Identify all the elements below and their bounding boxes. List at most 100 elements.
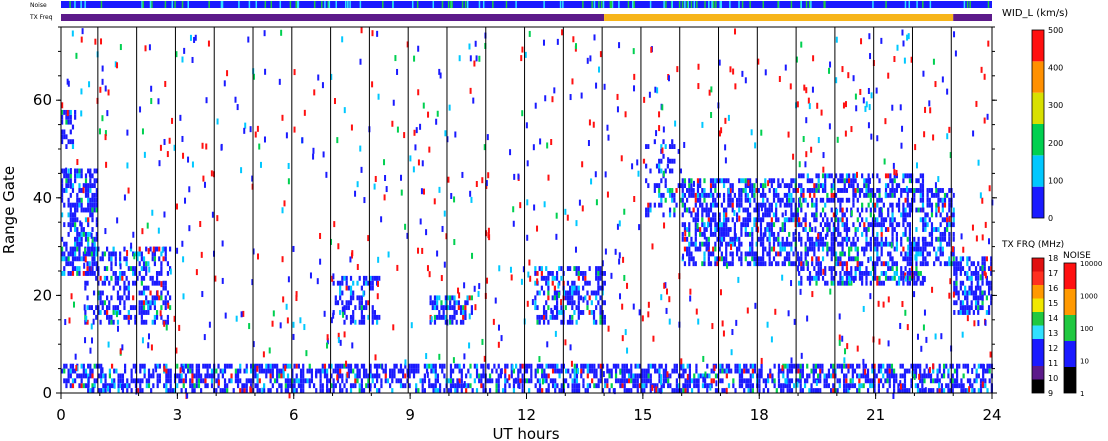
echo-cell xyxy=(645,163,648,169)
echo-cell xyxy=(891,212,894,218)
echo-cell xyxy=(88,246,91,252)
echo-cell xyxy=(952,207,955,213)
echo-cell xyxy=(597,271,600,276)
echo-cell xyxy=(339,290,342,296)
echo-cell xyxy=(69,222,72,228)
scatter-point xyxy=(202,175,205,182)
echo-cell xyxy=(686,378,689,384)
echo-cell xyxy=(853,383,857,389)
scatter-point xyxy=(413,55,416,62)
echo-cell xyxy=(828,246,831,252)
scatter-point xyxy=(360,27,363,34)
echo-cell xyxy=(785,202,789,208)
echo-cell xyxy=(910,363,913,369)
scatter-point xyxy=(427,111,430,118)
noise-spike xyxy=(872,1,874,8)
scatter-point xyxy=(461,171,464,178)
echo-cell xyxy=(92,290,96,296)
scatter-point xyxy=(641,315,644,322)
echo-cell xyxy=(877,383,880,389)
scatter-point xyxy=(981,197,984,204)
echo-cell xyxy=(147,383,151,389)
echo-cell xyxy=(573,290,576,296)
scatter-point xyxy=(836,208,839,215)
scatter-point xyxy=(101,65,104,72)
echo-cell xyxy=(854,256,857,262)
scatter-point xyxy=(486,277,489,284)
echo-cell xyxy=(869,256,872,262)
echo-cell xyxy=(913,236,916,242)
echo-cell xyxy=(955,256,958,262)
scatter-point xyxy=(477,290,480,297)
echo-cell xyxy=(725,251,728,257)
echo-cell xyxy=(276,368,279,374)
echo-cell xyxy=(721,388,724,393)
scatter-point xyxy=(100,38,103,45)
noise-spike xyxy=(164,1,167,8)
echo-cell xyxy=(876,246,879,252)
scatter-point xyxy=(588,119,591,126)
echo-cell xyxy=(534,271,537,276)
echo-cell xyxy=(919,246,922,252)
echo-cell xyxy=(769,373,772,379)
scatter-point xyxy=(236,104,239,111)
echo-cell xyxy=(949,363,952,369)
echo-cell xyxy=(142,310,146,315)
echo-cell xyxy=(815,212,818,218)
scatter-point xyxy=(380,216,383,223)
echo-cell xyxy=(102,373,105,379)
echo-cell xyxy=(714,388,718,393)
echo-cell xyxy=(127,314,130,320)
echo-cell xyxy=(701,383,705,389)
echo-cell xyxy=(798,231,801,237)
echo-cell xyxy=(884,183,888,189)
echo-cell xyxy=(718,192,721,198)
echo-cell xyxy=(740,222,743,228)
echo-cell xyxy=(779,241,782,247)
echo-cell xyxy=(595,275,598,281)
echo-cell xyxy=(326,368,329,374)
scatter-point xyxy=(514,377,517,384)
echo-cell xyxy=(845,178,849,184)
echo-cell xyxy=(417,388,420,393)
echo-cell xyxy=(977,261,980,267)
scatter-point xyxy=(905,185,908,192)
scatter-point xyxy=(528,259,531,266)
echo-cell xyxy=(759,192,763,198)
scatter-point xyxy=(87,376,90,383)
scatter-point xyxy=(647,311,650,318)
echo-cell xyxy=(584,280,587,286)
echo-cell xyxy=(921,378,924,384)
echo-cell xyxy=(649,388,652,393)
echo-cell xyxy=(819,388,822,393)
echo-cell xyxy=(749,188,752,193)
echo-cell xyxy=(693,383,696,389)
echo-cell xyxy=(152,373,155,379)
echo-cell xyxy=(91,256,94,262)
scatter-point xyxy=(564,208,567,215)
echo-cell xyxy=(832,363,835,369)
scatter-point xyxy=(160,281,163,288)
scatter-point xyxy=(316,278,319,285)
echo-cell xyxy=(74,178,77,184)
echo-cell xyxy=(577,305,580,311)
echo-cell xyxy=(746,251,750,257)
echo-cell xyxy=(775,188,778,193)
echo-cell xyxy=(781,246,784,252)
scatter-point xyxy=(929,107,932,114)
echo-cell xyxy=(783,192,786,198)
echo-cell xyxy=(273,363,277,369)
echo-cell xyxy=(601,388,605,393)
echo-cell xyxy=(987,285,991,291)
echo-cell xyxy=(595,383,598,389)
echo-cell xyxy=(957,261,960,267)
echo-cell xyxy=(74,251,77,257)
echo-cell xyxy=(966,271,969,276)
scatter-point xyxy=(425,353,428,360)
echo-cell xyxy=(291,368,294,374)
echo-cell xyxy=(727,197,730,203)
echo-cell xyxy=(575,383,579,389)
scatter-point xyxy=(287,276,290,283)
echo-cell xyxy=(714,246,717,252)
